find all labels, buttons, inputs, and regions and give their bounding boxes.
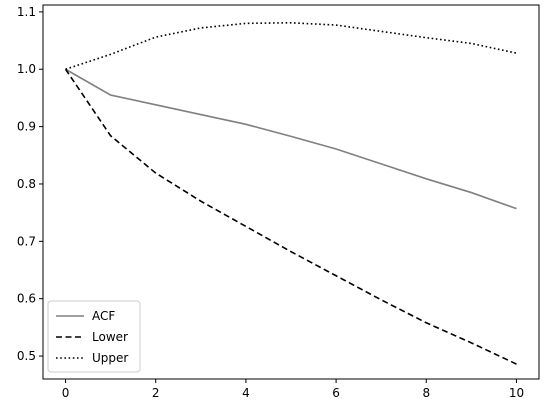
x-tick-label: 10: [509, 386, 524, 400]
legend-box: [47, 300, 141, 373]
y-tick-label: 0.6: [17, 292, 36, 306]
y-tick-label: 1.1: [17, 5, 36, 19]
y-axis: 0.5 0.6 0.7 0.8 0.9 1.0 1.1: [17, 5, 43, 363]
x-tick-label: 0: [62, 386, 70, 400]
x-tick-label: 6: [332, 386, 340, 400]
y-tick-label: 0.9: [17, 120, 36, 134]
series-layer: [64, 21, 517, 365]
series-line-upper: [65, 21, 517, 71]
x-axis: 0 2 4 6 8 10: [62, 379, 524, 400]
plot-frame: [42, 4, 540, 380]
plot-area: [42, 4, 540, 380]
legend: ACF Lower Upper: [47, 300, 141, 373]
series-line-acf: [65, 68, 517, 210]
y-tick-label: 0.8: [17, 177, 36, 191]
y-tick-label: 1.0: [17, 62, 36, 76]
legend-label-lower: Lower: [92, 330, 128, 344]
legend-label-acf: ACF: [92, 309, 115, 323]
x-tick-label: 4: [242, 386, 250, 400]
series-line-lower: [64, 68, 517, 365]
x-tick-label: 8: [422, 386, 430, 400]
x-tick-label: 2: [152, 386, 160, 400]
legend-label-upper: Upper: [92, 351, 128, 365]
y-tick-label: 0.5: [17, 349, 36, 363]
y-tick-label: 0.7: [17, 234, 36, 248]
